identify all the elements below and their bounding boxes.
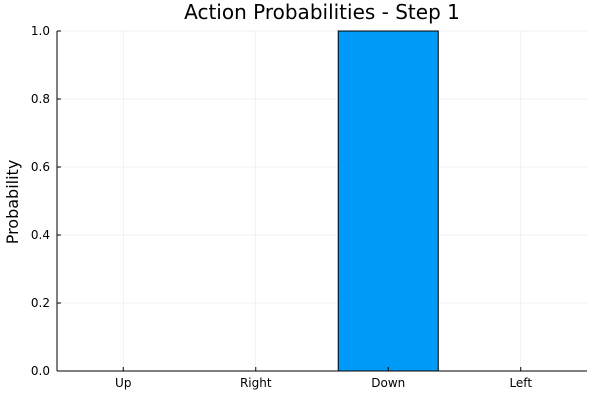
bars-layer bbox=[337, 30, 439, 372]
x-tick-label: Left bbox=[509, 376, 532, 390]
y-tick-label: 0.2 bbox=[31, 296, 50, 310]
x-tick-label: Up bbox=[115, 376, 131, 390]
x-tick-label: Down bbox=[371, 376, 405, 390]
axes-layer bbox=[56, 31, 587, 372]
grid-layer bbox=[57, 30, 587, 372]
chart-title: Action Probabilities - Step 1 bbox=[184, 0, 460, 24]
y-axis-label: Probability bbox=[3, 160, 22, 245]
ticks-layer: 0.0 0.2 0.4 0.6 0.8 1.0 Up Right Down Left bbox=[31, 24, 532, 390]
y-tick-label: 0.4 bbox=[31, 228, 50, 242]
y-tick-label: 0.0 bbox=[31, 364, 50, 378]
y-tick-label: 1.0 bbox=[31, 24, 50, 38]
y-tick-label: 0.6 bbox=[31, 160, 50, 174]
x-tick-label: Right bbox=[240, 376, 272, 390]
bar-down bbox=[337, 30, 439, 372]
y-tick-label: 0.8 bbox=[31, 92, 50, 106]
